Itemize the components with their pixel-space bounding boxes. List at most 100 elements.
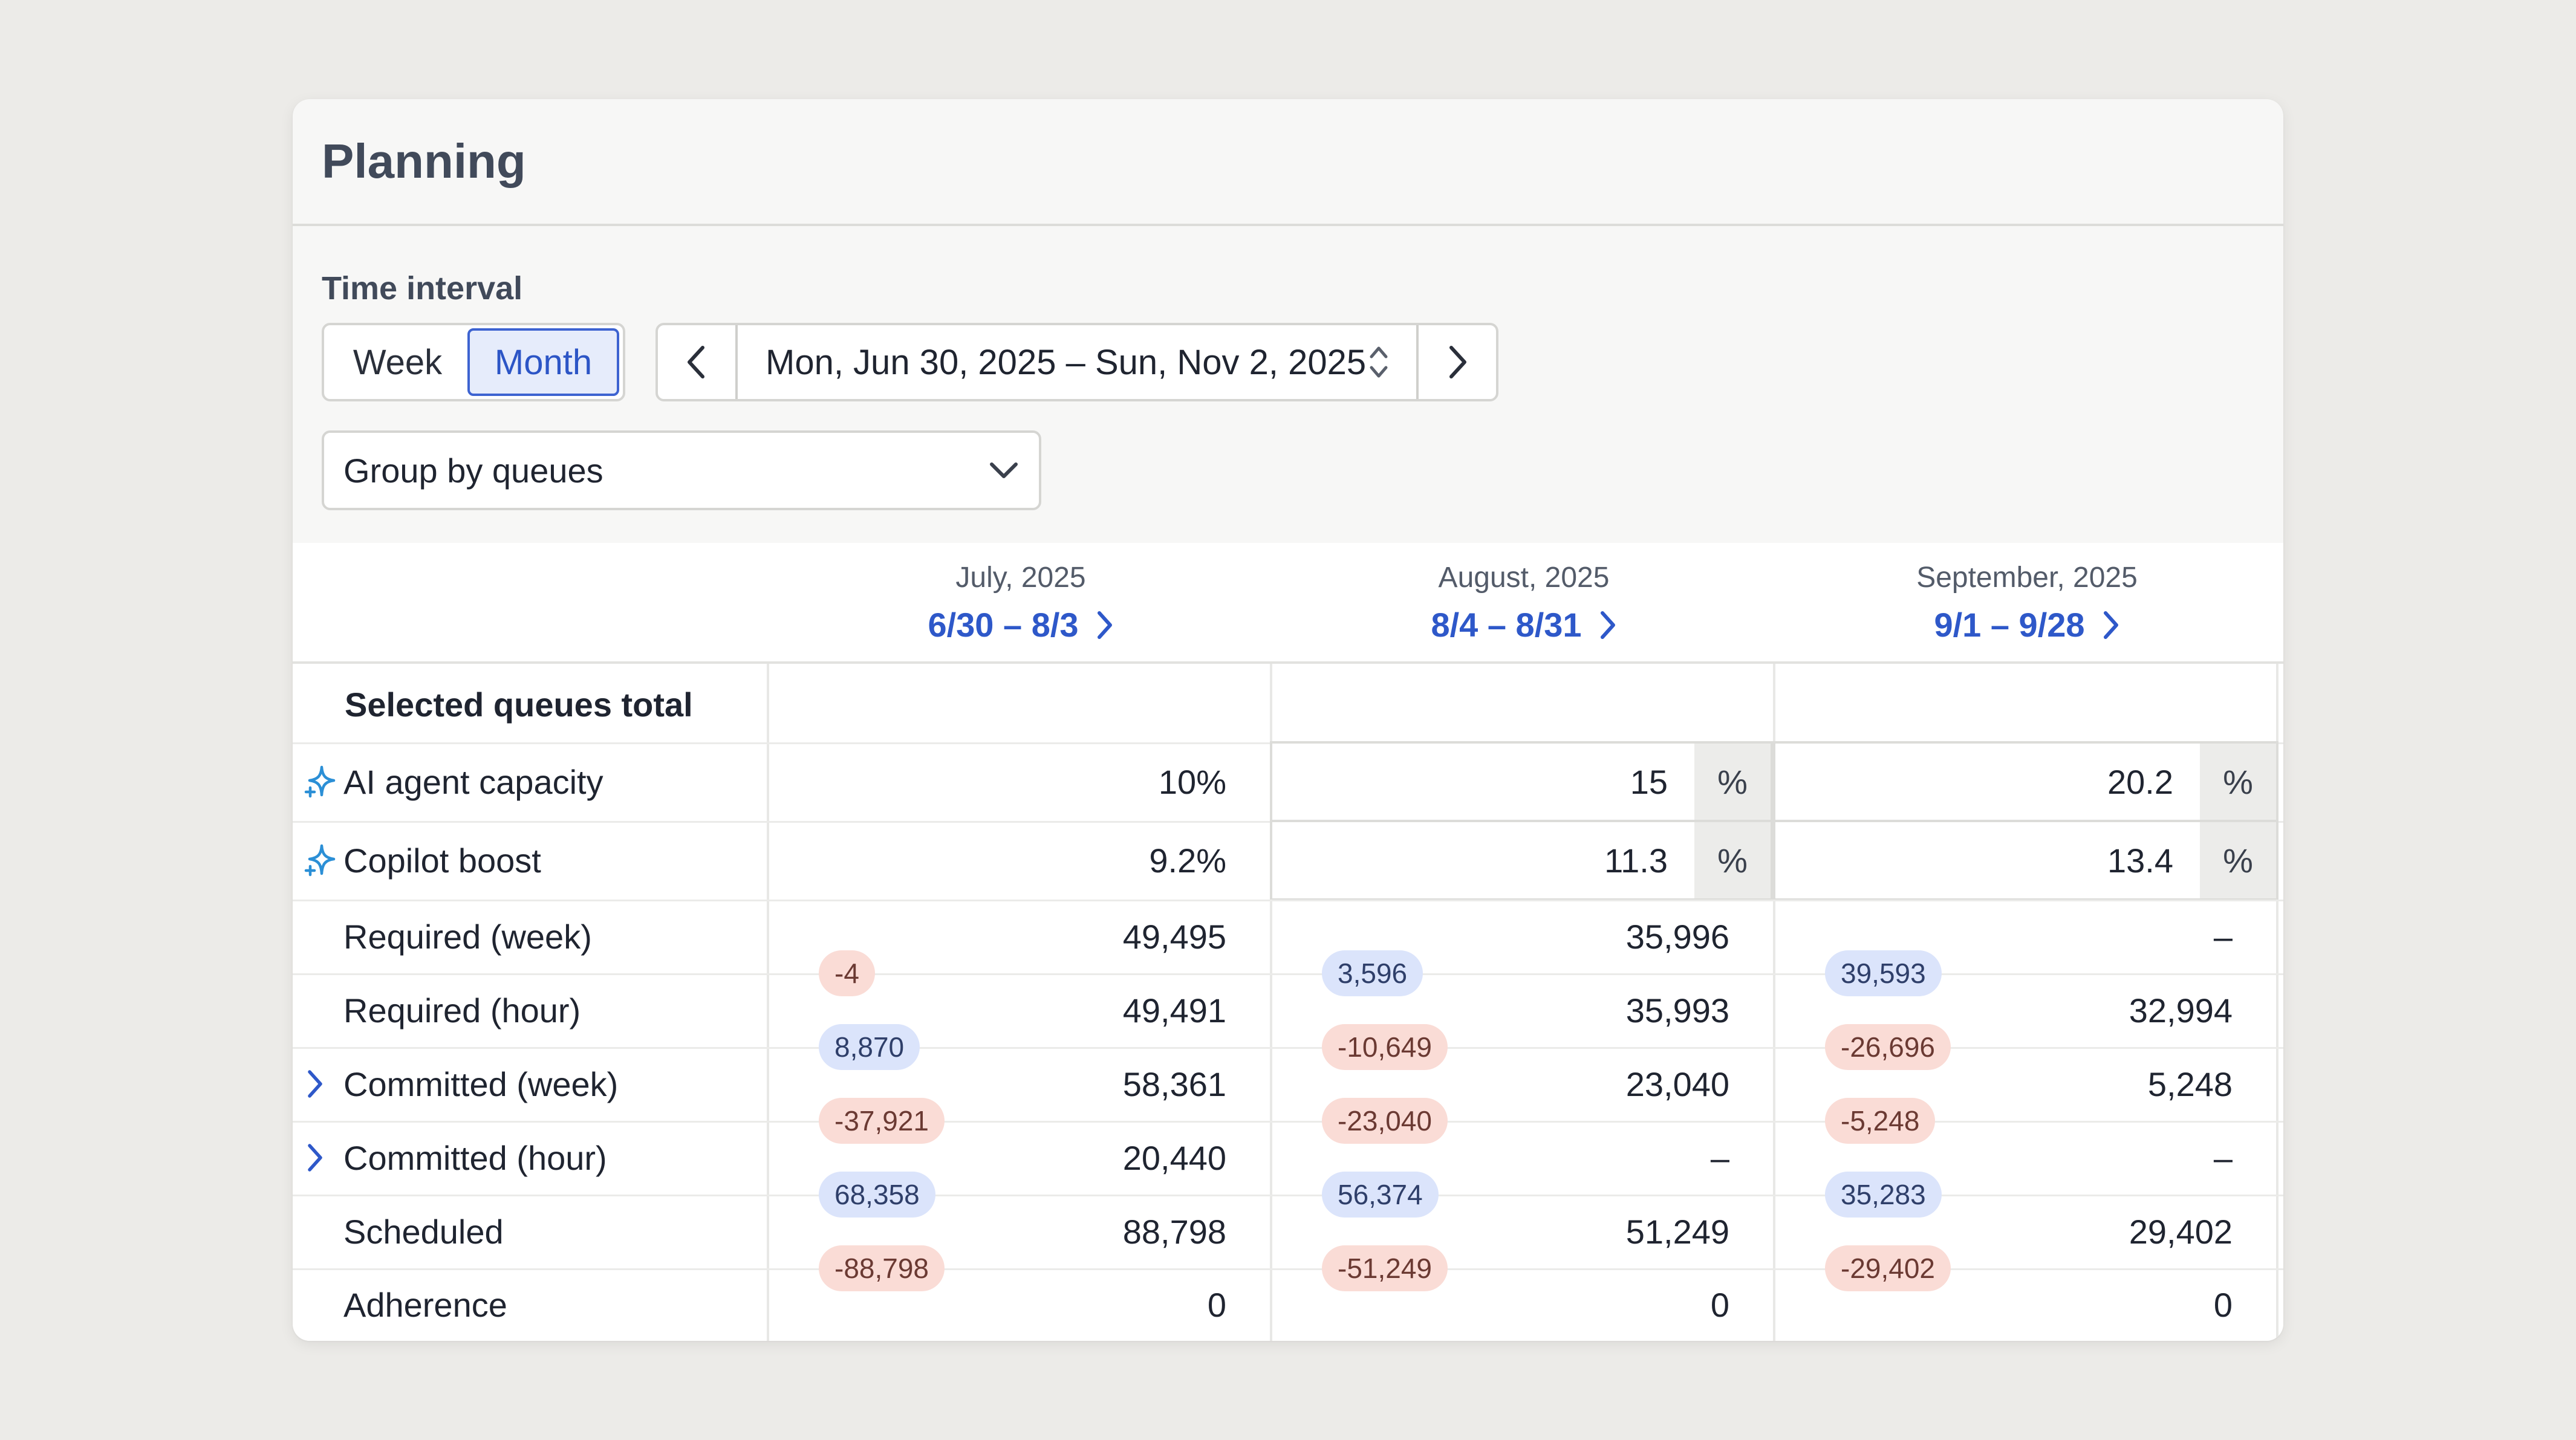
date-range-text: Mon, Jun 30, 2025 – Sun, Nov 2, 2025 (766, 342, 1367, 382)
column-divider (2276, 543, 2278, 1341)
card-header: Planning (293, 99, 2283, 226)
chevron-left-icon (688, 346, 704, 378)
week-toggle[interactable]: Week (353, 342, 443, 382)
row-divider (293, 1121, 2283, 1123)
unit-suffix: % (2200, 744, 2276, 820)
row-label: Committed (week) (343, 1065, 619, 1103)
input-value: 11.3 (1604, 841, 1668, 880)
up-down-chevron-icon (1370, 346, 1388, 378)
table-header: July, 2025 6/30 – 8/3 August, 2025 8/4 –… (293, 543, 2283, 664)
difference-badge: -51,249 (1322, 1245, 1448, 1291)
row-label: Scheduled (343, 1212, 504, 1251)
unit-suffix: % (1694, 822, 1771, 898)
difference-badge: 39,593 (1825, 950, 1942, 996)
table-row-scheduled: Scheduled 88,798 51,249 29,402 (293, 1195, 2283, 1268)
difference-badge: 3,596 (1322, 950, 1423, 996)
controls-panel: Time interval Week Month Mon, Jun 30, 20… (293, 226, 2283, 540)
chevron-right-icon (1097, 611, 1112, 639)
cell-value: 9.2% (1149, 841, 1226, 880)
column-month: August, 2025 (1438, 562, 1610, 594)
cell-value: 0 (1207, 1285, 1226, 1324)
column-range-link[interactable]: 9/1 – 9/28 (1934, 605, 2119, 644)
previous-period-button[interactable] (658, 325, 735, 399)
row-label: AI agent capacity (343, 762, 603, 801)
column-divider (767, 543, 769, 1341)
row-label: Required (week) (343, 917, 592, 956)
column-header-september: September, 2025 9/1 – 9/28 (1775, 543, 2278, 664)
difference-badge: -23,040 (1322, 1098, 1448, 1144)
section-title: Selected queues total (345, 685, 693, 724)
difference-badge: -29,402 (1825, 1245, 1951, 1291)
input-value: 20.2 (2107, 762, 2173, 801)
column-month: September, 2025 (1916, 562, 2138, 594)
chevron-right-icon (2103, 611, 2118, 639)
group-by-select[interactable]: Group by queues (322, 430, 1041, 510)
row-label: Adherence (343, 1285, 507, 1324)
row-label: Committed (hour) (343, 1138, 607, 1177)
chevron-right-icon[interactable] (306, 1047, 324, 1121)
cell-value: 35,996 (1625, 917, 1729, 956)
cell-value: 10% (1158, 762, 1226, 801)
copilot-august-input[interactable]: 11.3 % (1270, 820, 1773, 901)
column-divider (1270, 543, 1272, 1341)
row-divider (293, 973, 2283, 975)
difference-badge: -37,921 (819, 1098, 945, 1144)
unit-suffix: % (1694, 744, 1771, 820)
table-row-committed-hour[interactable]: Committed (hour) 20,440 – – (293, 1121, 2283, 1195)
difference-badge: -88,798 (819, 1245, 945, 1291)
planning-card: Planning Time interval Week Month Mon, J… (293, 99, 2283, 1341)
cell-value: 49,491 (1122, 991, 1226, 1030)
cell-value: – (2213, 1138, 2233, 1177)
cell-value: 0 (2213, 1285, 2233, 1324)
cell-value: – (2213, 917, 2233, 956)
sparkle-icon (304, 821, 337, 900)
column-range-link[interactable]: 6/30 – 8/3 (928, 605, 1113, 644)
chevron-right-icon (1449, 346, 1466, 378)
section-row: Selected queues total (293, 666, 2283, 742)
cell-value: – (1710, 1138, 1729, 1177)
cell-value: 32,994 (2129, 991, 2233, 1030)
cell-value: 88,798 (1122, 1212, 1226, 1251)
month-toggle[interactable]: Month (467, 328, 619, 396)
column-header-august: August, 2025 8/4 – 8/31 (1272, 543, 1775, 664)
planning-table: July, 2025 6/30 – 8/3 August, 2025 8/4 –… (293, 543, 2283, 1341)
cell-value: 23,040 (1625, 1065, 1729, 1103)
row-divider (293, 1268, 2283, 1270)
column-divider (1773, 543, 1775, 1341)
group-by-value: Group by queues (343, 451, 603, 490)
input-value: 13.4 (2107, 841, 2173, 880)
chevron-right-icon (1600, 611, 1615, 639)
sparkle-icon (304, 742, 337, 821)
interval-segmented-control: Week Month (322, 323, 625, 401)
cell-value: 35,993 (1625, 991, 1729, 1030)
row-divider (293, 900, 2283, 901)
table-row-committed-week[interactable]: Committed (week) 58,361 23,040 5,248 (293, 1047, 2283, 1121)
difference-badge: -10,649 (1322, 1024, 1448, 1070)
ai-agent-august-input[interactable]: 15 % (1270, 741, 1773, 822)
table-row-ai-agent: AI agent capacity 10% 15 % 20.2 % (293, 741, 2283, 822)
difference-badge: 35,283 (1825, 1172, 1942, 1218)
ai-agent-september-input[interactable]: 20.2 % (1773, 741, 2278, 822)
cell-value: 20,440 (1122, 1138, 1226, 1177)
copilot-september-input[interactable]: 13.4 % (1773, 820, 2278, 901)
column-range-text: 9/1 – 9/28 (1934, 606, 2085, 644)
difference-badge: 56,374 (1322, 1172, 1439, 1218)
chevron-right-icon[interactable] (306, 1121, 324, 1195)
cell-value: 51,249 (1625, 1212, 1729, 1251)
difference-badge: -5,248 (1825, 1098, 1936, 1144)
row-divider (293, 1047, 2283, 1049)
cell-value: 49,495 (1122, 917, 1226, 956)
column-range-text: 6/30 – 8/3 (928, 606, 1079, 644)
cell-value: 5,248 (2147, 1065, 2233, 1103)
date-range-navigator: Mon, Jun 30, 2025 – Sun, Nov 2, 2025 (655, 323, 1498, 401)
input-value: 15 (1630, 762, 1668, 801)
row-label: Copilot boost (343, 841, 541, 880)
difference-badge: 8,870 (819, 1024, 920, 1070)
table-row-adherence: Adherence 0 0 0 (293, 1268, 2283, 1341)
column-range-link[interactable]: 8/4 – 8/31 (1431, 605, 1616, 644)
next-period-button[interactable] (1419, 325, 1496, 399)
difference-badge: -4 (819, 950, 875, 996)
column-range-text: 8/4 – 8/31 (1431, 606, 1582, 644)
date-range-picker[interactable]: Mon, Jun 30, 2025 – Sun, Nov 2, 2025 (735, 325, 1419, 399)
row-divider (293, 1195, 2283, 1196)
